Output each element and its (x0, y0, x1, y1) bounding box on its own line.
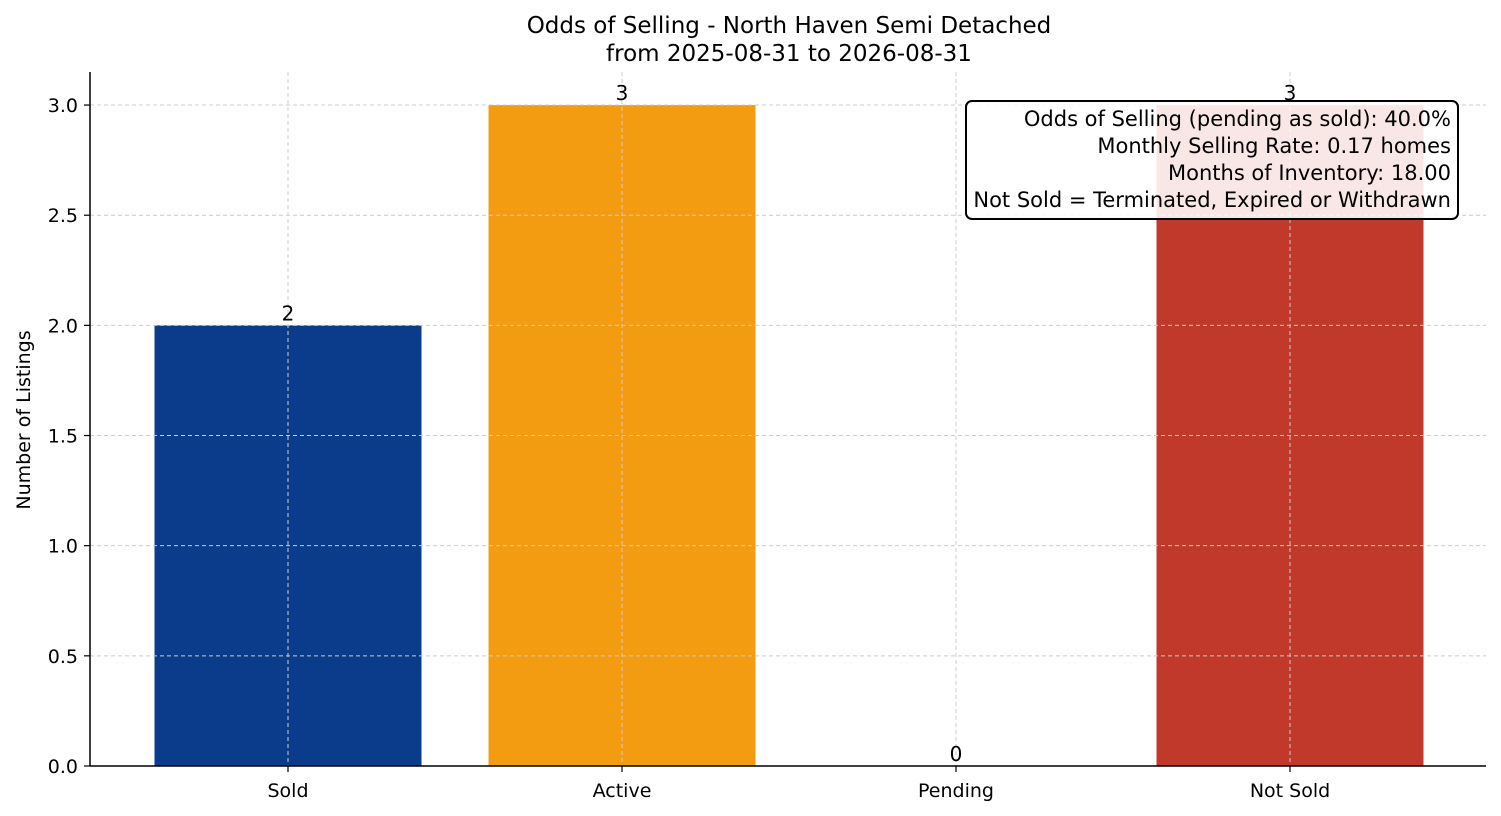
y-tick-label: 2.5 (48, 205, 78, 227)
value-label-layer: 2 3 0 3 (282, 81, 1297, 766)
y-axis-label: Number of Listings (13, 330, 35, 509)
x-tick-label: Sold (267, 780, 308, 802)
y-tick-label: 0.0 (48, 756, 78, 778)
info-annotation-box: Odds of Selling (pending as sold): 40.0%… (965, 100, 1459, 220)
y-tick-label: 3.0 (48, 95, 78, 117)
x-tick-label: Pending (918, 780, 994, 802)
odds-of-selling-text: Odds of Selling (pending as sold): 40.0% (1023, 107, 1451, 131)
bar-value-label: 3 (616, 81, 629, 105)
x-tick-label: Not Sold (1250, 780, 1330, 802)
y-tick-label: 0.5 (48, 646, 78, 668)
chart-title: Odds of Selling - North Haven Semi Detac… (527, 13, 1052, 39)
y-tick-label: 1.0 (48, 536, 78, 558)
bar-value-label: 0 (950, 742, 963, 766)
x-tick-label: Active (593, 780, 652, 802)
months-of-inventory-text: Months of Inventory: 18.00 (1168, 161, 1451, 185)
y-tick-label: 1.5 (48, 426, 78, 448)
not-sold-definition-text: Not Sold = Terminated, Expired or Withdr… (973, 188, 1451, 212)
monthly-selling-rate-text: Monthly Selling Rate: 0.17 homes (1097, 134, 1451, 158)
bar-value-label: 2 (282, 301, 295, 325)
y-tick-label: 2.0 (48, 315, 78, 337)
axis-layer: 0.0 0.5 1.0 1.5 2.0 2.5 3.0 Sold Active Pending No… (48, 72, 1486, 802)
bar-value-label: 3 (1284, 81, 1297, 105)
chart-subtitle: from 2025-08-31 to 2026-08-31 (606, 41, 972, 67)
